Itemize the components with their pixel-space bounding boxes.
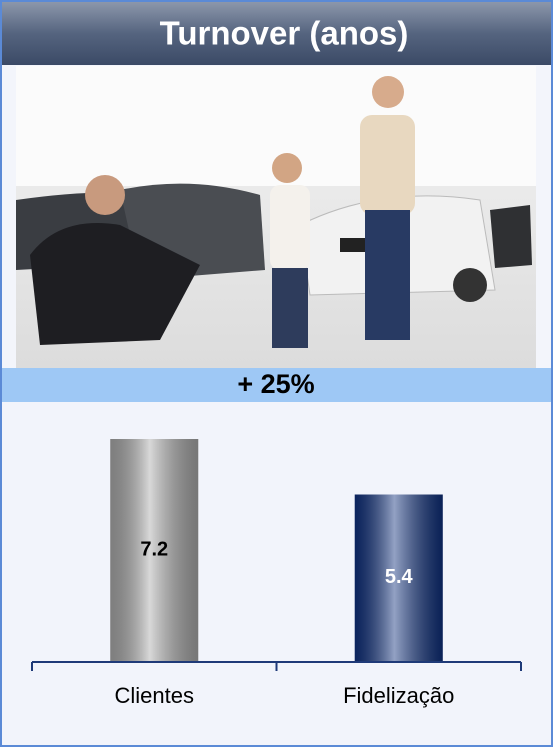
x-tick-label: Fidelização [343, 683, 454, 708]
x-tick-label: Clientes [115, 683, 194, 708]
annotation: + 25% [237, 369, 314, 399]
chart: Turnover (anos) + 25% 7.2 Clientes 5.4 Fide… [0, 0, 553, 747]
photo [16, 66, 536, 368]
plot-area [2, 402, 551, 745]
data-label: 7.2 [140, 538, 168, 560]
chart-title: Turnover (anos) [160, 15, 409, 52]
data-label: 5.4 [385, 566, 414, 588]
